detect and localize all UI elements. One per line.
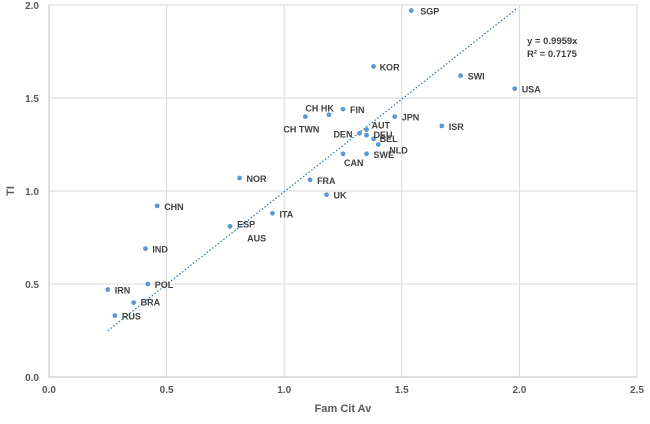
x-tick-label: 0.5: [160, 385, 174, 396]
data-point: [392, 114, 398, 119]
data-point: [145, 281, 151, 287]
point-label: JPN: [402, 113, 420, 123]
y-tick-label: 1.0: [25, 187, 39, 198]
point-label: IRN: [115, 286, 131, 296]
point-label: USA: [522, 85, 542, 95]
data-point: [364, 151, 369, 157]
point-label: KOR: [380, 62, 401, 72]
point-label: DEU: [374, 130, 393, 140]
data-point: [408, 8, 414, 13]
data-point: [324, 192, 329, 198]
point-label: ESP: [237, 219, 255, 229]
data-point: [302, 114, 308, 119]
data-point: [458, 73, 463, 79]
x-axis-title: Fam Cit Av: [315, 403, 373, 415]
data-point: [112, 313, 118, 319]
data-point: [364, 132, 369, 138]
trendline-equation: y = 0.9959x: [527, 36, 578, 47]
point-label: BRA: [141, 298, 161, 308]
data-point: [154, 203, 160, 209]
point-label: POL: [155, 280, 174, 290]
point-label: NLD: [389, 146, 408, 156]
data-point: [439, 123, 445, 129]
point-label: CHN: [164, 202, 184, 212]
point-label: RUS: [122, 312, 141, 322]
point-label: DEN: [333, 129, 352, 139]
point-label: ITA: [279, 209, 293, 219]
x-tick-label: 0.0: [42, 385, 56, 396]
y-tick-label: 0.0: [25, 373, 39, 384]
axis-layer: 0.0 0.5 1.0 1.5 2.0 2.5 0.0 0.5 1.0 1.5 2.0: [25, 1, 644, 396]
x-tick-label: 2.5: [630, 385, 644, 396]
point-label: FRA: [317, 176, 336, 186]
point-label: ISR: [449, 122, 465, 132]
data-point: [371, 136, 376, 142]
data-point: [340, 151, 346, 157]
point-label: UK: [334, 191, 347, 201]
point-label: CAN: [344, 158, 364, 168]
point-label: SGP: [420, 7, 439, 17]
points-layer: [105, 8, 518, 319]
data-point: [375, 142, 381, 147]
x-tick-label: 1.5: [395, 385, 409, 396]
trendline-r-squared: R² = 0.7175: [527, 49, 578, 60]
point-label: AUT: [372, 121, 391, 131]
trendline: [107, 7, 518, 332]
data-point: [371, 63, 376, 69]
x-tick-label: 1.0: [277, 385, 291, 396]
data-point: [512, 86, 518, 92]
x-tick-label: 2.0: [512, 385, 526, 396]
y-tick-label: 0.5: [25, 280, 39, 291]
point-label: SWI: [468, 72, 485, 82]
point-labels-layer: SGP KOR SWI USA CH HK FIN CH TWN JPN ISR AUT DEN DE…: [115, 7, 541, 322]
point-label: CH HK: [305, 104, 334, 114]
data-point: [237, 175, 242, 181]
data-point: [105, 287, 111, 292]
point-label: SWE: [374, 150, 395, 160]
y-tick-label: 2.0: [25, 1, 39, 12]
data-point: [307, 177, 313, 183]
point-label: IND: [152, 245, 168, 255]
y-tick-label: 1.5: [25, 94, 39, 105]
data-point: [143, 246, 148, 252]
data-point: [326, 112, 332, 118]
data-point: [340, 106, 346, 112]
data-point: [227, 223, 233, 229]
point-label: AUS: [247, 233, 266, 243]
point-label: BEL: [380, 134, 399, 144]
point-label: CH TWN: [283, 125, 319, 135]
trendline-layer: [107, 7, 518, 332]
point-label: NOR: [247, 174, 268, 184]
data-point: [270, 210, 275, 216]
point-label: FIN: [350, 105, 365, 115]
data-point: [131, 300, 137, 305]
data-point: [364, 127, 369, 133]
data-point: [357, 130, 362, 136]
y-axis-title: TI: [5, 186, 17, 196]
